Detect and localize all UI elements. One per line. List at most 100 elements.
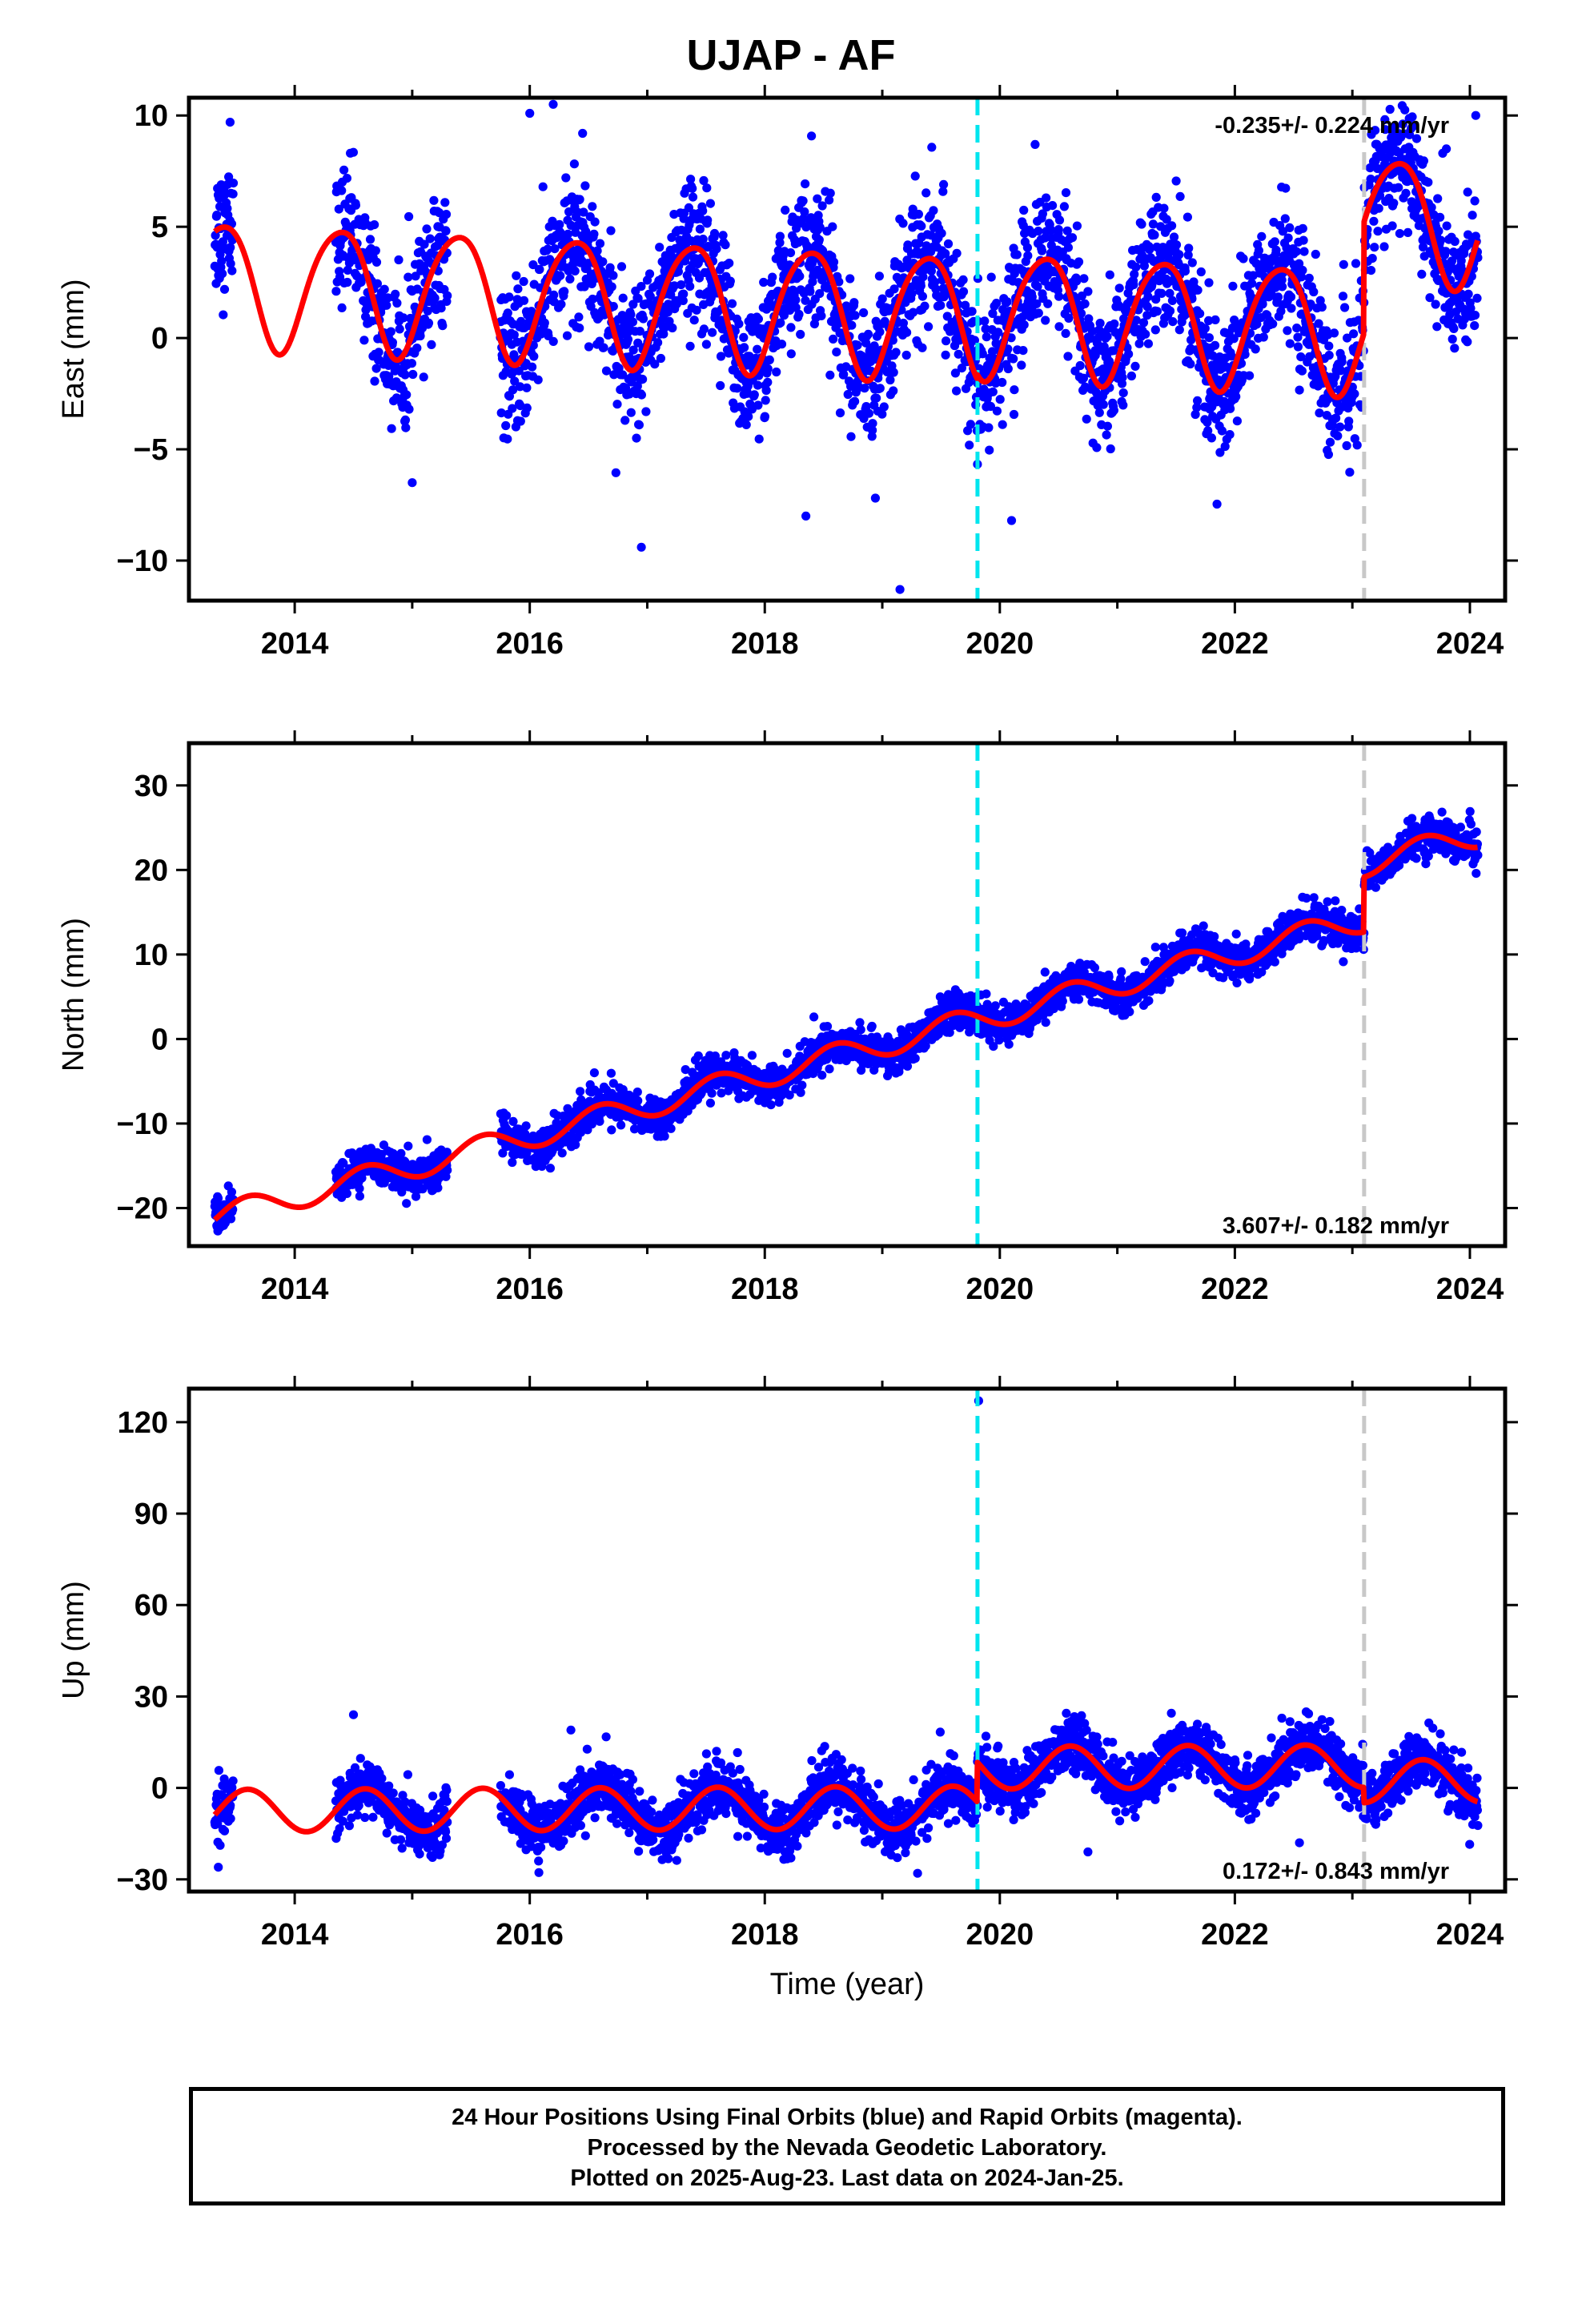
data-point: [563, 229, 573, 239]
data-point: [423, 306, 432, 316]
data-point: [1203, 426, 1213, 436]
data-point: [1126, 371, 1136, 381]
data-point: [986, 401, 995, 412]
data-point: [1366, 266, 1376, 275]
x-tick-label: 2018: [731, 627, 799, 661]
data-point: [721, 240, 730, 250]
data-point: [791, 295, 801, 305]
data-point: [599, 343, 608, 352]
data-point: [1470, 321, 1480, 331]
data-point: [872, 393, 881, 403]
data-point: [795, 271, 805, 281]
data-point: [834, 277, 844, 287]
data-point: [1324, 341, 1334, 351]
data-point: [913, 209, 923, 219]
data-point: [860, 384, 869, 393]
data-point: [1083, 287, 1093, 296]
data-point: [1131, 316, 1141, 325]
data-point: [427, 340, 436, 349]
data-point: [1225, 430, 1235, 440]
data-point: [1159, 203, 1169, 213]
data-point: [1296, 352, 1306, 362]
data-point: [1102, 430, 1111, 440]
data-point: [1251, 344, 1260, 354]
data-point: [371, 364, 381, 373]
data-point: [1419, 156, 1428, 166]
data-point: [817, 1071, 827, 1080]
data-point: [733, 384, 742, 393]
data-point: [1208, 351, 1218, 360]
data-point: [832, 348, 841, 357]
data-point: [1017, 360, 1026, 370]
data-point: [1184, 243, 1194, 253]
data-point: [1061, 328, 1070, 338]
data-point: [763, 364, 773, 374]
data-point: [1043, 299, 1053, 308]
data-point: [1048, 201, 1058, 211]
data-point: [1281, 183, 1291, 193]
data-point: [555, 219, 564, 229]
data-point: [863, 329, 873, 339]
data-point: [211, 231, 220, 240]
data-point: [416, 331, 425, 341]
data-point: [829, 334, 838, 344]
data-point: [1435, 235, 1446, 245]
data-point: [638, 375, 648, 384]
data-point: [1324, 351, 1334, 360]
data-point: [1401, 188, 1411, 198]
data-point: [433, 1183, 443, 1192]
data-point: [355, 1184, 364, 1193]
data-point: [503, 434, 512, 444]
outlier-point: [408, 478, 417, 488]
data-point: [847, 320, 857, 330]
data-point: [543, 244, 552, 254]
data-point: [1231, 392, 1241, 401]
data-point: [825, 195, 834, 205]
data-point: [853, 340, 862, 350]
data-point: [1283, 233, 1293, 243]
data-point: [942, 336, 951, 346]
data-point: [666, 1124, 676, 1133]
data-point: [1063, 352, 1073, 361]
data-point: [1200, 324, 1210, 333]
data-point: [918, 272, 928, 282]
data-point: [1165, 288, 1174, 298]
data-point: [408, 369, 418, 380]
data-point: [391, 289, 400, 299]
data-point: [351, 200, 360, 210]
data-point: [1240, 350, 1250, 360]
data-point: [678, 296, 688, 305]
data-point: [1174, 250, 1184, 259]
data-point: [705, 1098, 716, 1108]
data-point: [684, 203, 694, 212]
data-point: [1298, 223, 1307, 233]
data-point: [1254, 246, 1263, 255]
data-point: [1072, 221, 1082, 231]
data-point: [1009, 354, 1018, 364]
data-point: [540, 318, 549, 328]
data-point: [441, 226, 451, 235]
data-point: [1182, 212, 1192, 222]
data-point: [503, 308, 512, 318]
data-point: [561, 173, 571, 183]
data-point: [982, 332, 991, 342]
data-point: [343, 265, 352, 275]
data-point: [404, 404, 414, 414]
data-point: [1167, 296, 1177, 305]
data-point: [679, 289, 689, 299]
data-point: [412, 344, 422, 353]
data-point: [835, 408, 845, 418]
data-point: [1291, 247, 1301, 256]
data-point: [685, 282, 695, 292]
data-point: [504, 292, 514, 302]
data-point: [797, 1080, 807, 1090]
data-point: [1061, 188, 1071, 198]
data-point: [430, 293, 440, 303]
data-point: [334, 204, 343, 214]
data-point: [1283, 326, 1292, 336]
data-point: [342, 1188, 351, 1198]
data-point: [1034, 308, 1043, 318]
x-tick-label: 2016: [496, 627, 564, 661]
data-point: [1002, 297, 1012, 307]
data-point: [1059, 202, 1069, 211]
